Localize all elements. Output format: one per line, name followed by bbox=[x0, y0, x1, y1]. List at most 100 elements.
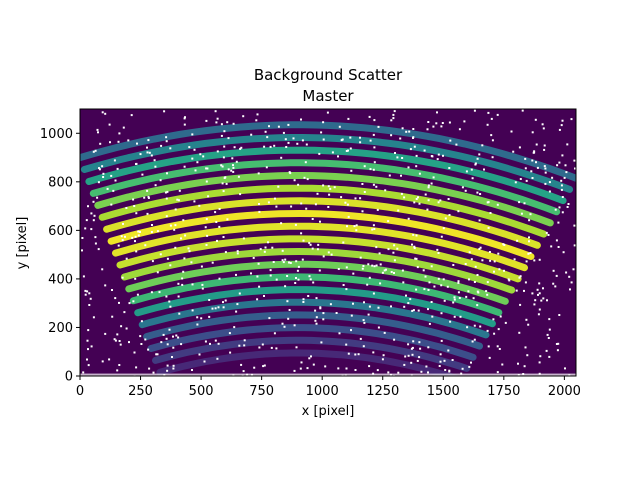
masked-pixel bbox=[572, 268, 575, 271]
masked-pixel bbox=[132, 300, 135, 303]
masked-pixel bbox=[361, 183, 364, 185]
masked-pixel bbox=[493, 270, 495, 273]
masked-pixel bbox=[396, 156, 399, 159]
chart-title: Background Scatter bbox=[254, 66, 403, 84]
masked-pixel bbox=[538, 292, 541, 295]
masked-pixel bbox=[359, 141, 362, 144]
masked-pixel bbox=[119, 343, 122, 346]
masked-pixel bbox=[209, 342, 211, 345]
masked-pixel bbox=[413, 145, 416, 148]
masked-pixel bbox=[516, 239, 519, 242]
masked-pixel bbox=[223, 145, 226, 148]
masked-pixel bbox=[418, 202, 421, 205]
masked-pixel bbox=[565, 271, 568, 274]
masked-pixel bbox=[372, 168, 375, 171]
masked-pixel bbox=[174, 246, 177, 249]
masked-pixel bbox=[154, 184, 157, 187]
masked-pixel bbox=[130, 114, 133, 117]
masked-pixel bbox=[137, 230, 140, 233]
masked-pixel bbox=[111, 315, 114, 318]
masked-pixel bbox=[306, 178, 309, 181]
plot-frame bbox=[79, 108, 577, 377]
masked-pixel bbox=[114, 297, 117, 300]
masked-pixel bbox=[250, 133, 253, 136]
masked-pixel bbox=[305, 143, 308, 146]
masked-pixel bbox=[527, 252, 530, 255]
masked-pixel bbox=[418, 341, 421, 344]
masked-pixel bbox=[329, 187, 332, 190]
masked-pixel bbox=[114, 179, 117, 182]
masked-pixel bbox=[302, 301, 305, 303]
masked-pixel bbox=[125, 207, 128, 209]
masked-pixel bbox=[120, 235, 123, 238]
masked-pixel bbox=[496, 113, 499, 116]
masked-pixel bbox=[232, 170, 235, 173]
masked-pixel bbox=[538, 282, 541, 285]
masked-pixel bbox=[148, 151, 151, 154]
masked-pixel bbox=[411, 243, 413, 246]
masked-pixel bbox=[294, 282, 297, 284]
masked-pixel bbox=[491, 156, 494, 159]
masked-pixel bbox=[114, 339, 117, 342]
masked-pixel bbox=[352, 302, 354, 305]
masked-pixel bbox=[557, 342, 560, 345]
masked-pixel bbox=[256, 113, 259, 116]
masked-pixel bbox=[116, 167, 119, 170]
masked-pixel bbox=[273, 144, 276, 147]
masked-pixel bbox=[224, 251, 227, 254]
masked-pixel bbox=[430, 265, 433, 268]
masked-pixel bbox=[196, 316, 199, 319]
masked-pixel bbox=[542, 287, 544, 290]
masked-pixel bbox=[330, 253, 333, 256]
masked-pixel bbox=[272, 261, 275, 263]
order-band bbox=[138, 298, 490, 339]
masked-pixel bbox=[320, 341, 323, 344]
masked-pixel bbox=[258, 346, 261, 349]
masked-pixel bbox=[563, 176, 566, 179]
masked-pixel bbox=[280, 222, 283, 225]
masked-pixel bbox=[528, 236, 530, 239]
masked-pixel bbox=[99, 142, 102, 145]
masked-pixel bbox=[412, 340, 415, 343]
masked-pixel bbox=[340, 196, 343, 199]
masked-pixel bbox=[214, 339, 217, 342]
masked-pixel bbox=[308, 275, 311, 278]
masked-pixel bbox=[98, 168, 101, 171]
masked-pixel bbox=[560, 179, 563, 182]
masked-pixel bbox=[264, 246, 267, 249]
masked-pixel bbox=[136, 142, 138, 145]
masked-pixel bbox=[180, 237, 182, 240]
masked-pixel bbox=[524, 167, 527, 170]
masked-pixel bbox=[453, 298, 456, 301]
masked-pixel bbox=[427, 184, 430, 187]
masked-pixel bbox=[274, 197, 276, 200]
masked-pixel bbox=[165, 295, 168, 298]
masked-pixel bbox=[431, 155, 434, 158]
masked-pixel bbox=[439, 353, 442, 356]
masked-pixel bbox=[154, 165, 157, 168]
masked-pixel bbox=[427, 371, 429, 374]
masked-pixel bbox=[181, 283, 184, 286]
masked-pixel bbox=[375, 185, 378, 188]
masked-pixel bbox=[354, 369, 357, 371]
masked-pixel bbox=[566, 143, 569, 146]
masked-pixel bbox=[143, 196, 146, 199]
masked-pixel bbox=[257, 172, 260, 175]
masked-pixel bbox=[485, 290, 488, 293]
masked-pixel bbox=[405, 130, 408, 133]
masked-pixel bbox=[361, 267, 364, 270]
masked-pixel bbox=[413, 201, 416, 204]
masked-pixel bbox=[366, 283, 369, 286]
masked-pixel bbox=[316, 192, 319, 195]
order-band bbox=[85, 146, 567, 205]
masked-pixel bbox=[488, 356, 491, 359]
masked-pixel bbox=[465, 295, 468, 298]
masked-pixel bbox=[399, 137, 402, 140]
masked-pixel bbox=[463, 120, 466, 123]
masked-pixel bbox=[414, 257, 417, 260]
masked-pixel bbox=[443, 299, 446, 302]
masked-pixel bbox=[183, 257, 186, 260]
masked-pixel bbox=[492, 318, 495, 321]
masked-pixel bbox=[533, 150, 536, 153]
